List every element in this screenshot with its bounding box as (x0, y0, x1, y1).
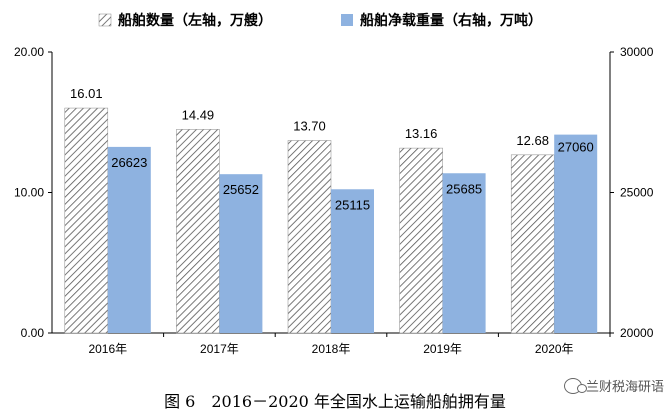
legend-label-deadweight: 船舶净载重量（右轴，万吨） (360, 12, 542, 29)
left-tick-label: 20.00 (14, 45, 44, 59)
data-label-deadweight: 25115 (335, 197, 370, 212)
left-tick-label: 10.00 (14, 186, 44, 200)
legend-swatch-ship-count (98, 13, 112, 27)
right-tick-label: 25000 (620, 186, 654, 200)
data-label-deadweight: 25685 (446, 181, 482, 196)
x-tick-label: 2019年 (423, 342, 462, 356)
x-tick-label: 2016年 (88, 342, 127, 356)
bar-ship-count (64, 107, 109, 334)
legend-label-ship-count: 船舶数量（左轴，万艘） (118, 12, 272, 29)
wechat-icon (563, 377, 587, 394)
legend-swatch-deadweight (341, 14, 353, 26)
data-label-ship-count: 14.49 (182, 107, 215, 122)
x-tick-label: 2017年 (200, 342, 239, 356)
right-tick-label: 20000 (620, 326, 654, 340)
bar-ship-count (399, 147, 443, 334)
bar-deadweight (442, 173, 486, 333)
watermark: 兰财税海研语 (563, 376, 664, 395)
data-label-ship-count: 13.70 (293, 119, 326, 134)
bar-deadweight (219, 174, 263, 333)
x-tick-label: 2020年 (535, 342, 574, 356)
data-labels: 16.01 26623 14.49 25652 13.70 25115 13.16 25685… (70, 86, 594, 212)
figure-caption: 图 6 2016－2020 年全国水上运输船舶拥有量 (164, 392, 506, 411)
bar-ship-count (287, 140, 332, 334)
bar-deadweight (107, 146, 151, 333)
data-label-ship-count: 13.16 (405, 126, 438, 141)
data-label-deadweight: 25652 (223, 182, 259, 197)
x-tick-label: 2018年 (312, 342, 351, 356)
right-tick-label: 30000 (620, 45, 654, 59)
left-tick-label: 0.00 (21, 326, 45, 340)
bar-deadweight (554, 134, 598, 333)
legend: 船舶数量（左轴，万艘） 船舶净载重量（右轴，万吨） (98, 12, 542, 29)
bar-ship-count (510, 154, 555, 334)
bars (64, 107, 598, 334)
watermark-text: 兰财税海研语 (585, 380, 664, 395)
data-label-ship-count: 16.01 (70, 86, 103, 101)
data-label-deadweight: 27060 (558, 140, 594, 155)
bar-ship-count (176, 129, 220, 334)
bar-deadweight (331, 189, 374, 333)
data-label-deadweight: 26623 (111, 155, 147, 170)
data-label-ship-count: 12.68 (516, 133, 549, 148)
